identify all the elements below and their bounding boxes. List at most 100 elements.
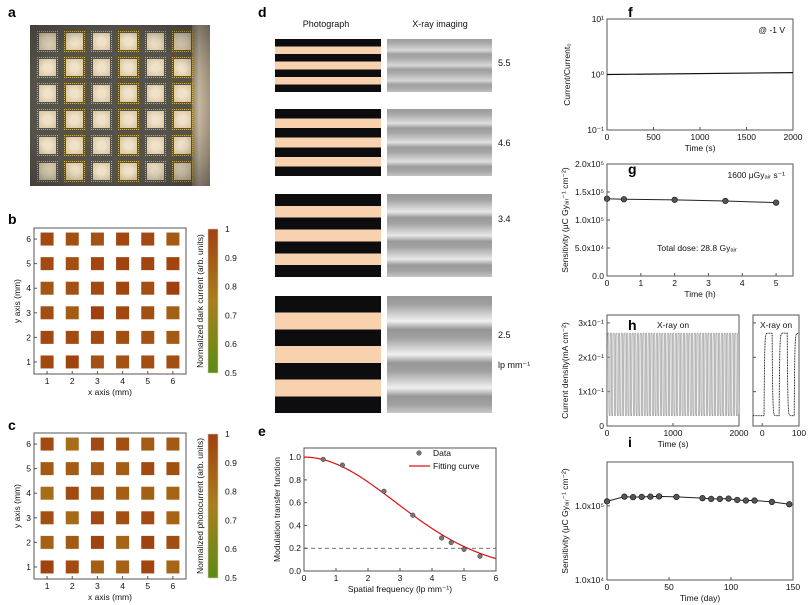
data-point (629, 494, 637, 501)
pixel-cell (40, 486, 54, 500)
y-tick-label: 1.0x10⁵ (575, 501, 604, 511)
data-point (477, 553, 483, 559)
x-tick-label: 0 (605, 582, 610, 592)
colorbar-tick-label: 0.9 (225, 458, 237, 468)
x-tick-label: 50 (664, 582, 674, 592)
x-axis-label: x axis (mm) (88, 387, 132, 397)
x-tick-label: 0 (605, 278, 610, 288)
sensitivity-line (606, 495, 790, 505)
photograph-line-pairs (275, 39, 381, 92)
panel-label-c: c (8, 417, 16, 433)
colorbar-label: Normalized photocurrent (arb. units) (195, 438, 205, 574)
plot-frame (33, 432, 187, 580)
y-tick-label: 0.0 (592, 271, 604, 281)
pixel-cell (166, 437, 180, 451)
y-tick-label: 5 (26, 464, 31, 474)
x-tick-label: 1 (334, 573, 339, 583)
pixel-cell (90, 330, 104, 344)
pixel-cell (116, 486, 130, 500)
y-tick-label: 6 (26, 234, 31, 244)
x-tick-label: 4 (740, 278, 745, 288)
pixel-cell (65, 560, 79, 574)
data-point (673, 493, 680, 500)
data-point (638, 493, 645, 500)
x-tick-label: 100 (792, 428, 806, 438)
y-tick-label: 1 (26, 357, 31, 367)
panel-label-b: b (8, 211, 17, 227)
y-tick-label: 3x10⁻¹ (578, 318, 604, 328)
pixel-cell (116, 511, 130, 525)
bias-annotation: @ -1 V (758, 25, 785, 35)
x-tick-label: 6 (494, 573, 499, 583)
y-tick-label: 2.0x10⁵ (575, 159, 604, 169)
x-tick-label: 3 (95, 376, 100, 386)
plot-frame (606, 163, 794, 277)
data-point (381, 488, 387, 494)
pixel-cell (65, 462, 79, 476)
y-tick-label: 10⁻¹ (587, 125, 604, 135)
x-tick-label: 6 (171, 376, 176, 386)
pixel-cell (166, 257, 180, 271)
data-point (772, 199, 780, 206)
data-point (699, 495, 706, 502)
x-tick-label: 0 (605, 132, 610, 142)
pixel-cell (166, 535, 180, 549)
pixel-cell (90, 486, 104, 500)
data-point (439, 535, 445, 541)
colorbar-tick-label: 0.7 (225, 515, 237, 525)
x-tick-label: 0 (302, 573, 307, 583)
y-tick-label: 0 (599, 421, 604, 431)
x-tick-label: 3 (706, 278, 711, 288)
y-axis-label: Sensitivity (μC Gyₐᵢᵣ⁻¹ cm⁻²) (560, 167, 570, 273)
x-tick-label: 1000 (664, 428, 683, 438)
pixel-cell (90, 281, 104, 295)
pixel-cell (40, 511, 54, 525)
data-point (734, 496, 741, 504)
x-axis-label: Time (day) (680, 593, 720, 603)
photocurrent-trace (606, 332, 740, 417)
resolution-label: 2.5 (498, 330, 511, 340)
pixel-cell (40, 232, 54, 246)
colorbar (207, 433, 219, 579)
x-tick-label: 150 (786, 582, 800, 592)
data-point (448, 539, 454, 546)
x-tick-label: 1 (45, 376, 50, 386)
data-point (461, 546, 467, 552)
x-axis-label: Time (h) (684, 289, 715, 299)
pixel-cell (116, 437, 130, 451)
plot-frame (606, 314, 740, 427)
x-tick-label: 5 (462, 573, 467, 583)
photo-vignette (30, 25, 210, 186)
data-point (339, 462, 345, 468)
pixel-cell (40, 330, 54, 344)
x-tick-label: 1 (45, 581, 50, 591)
pixel-cell (141, 462, 155, 476)
pixel-cell (90, 257, 104, 271)
resolution-label: 4.6 (498, 138, 511, 148)
legend-data-label: Data (433, 448, 451, 458)
pixel-cell (90, 232, 104, 246)
y-tick-label: 1.0x10⁴ (575, 575, 605, 585)
pixel-cell (40, 535, 54, 549)
pixel-cell (116, 462, 130, 476)
pixel-cell (166, 462, 180, 476)
y-tick-label: 1.5x10⁵ (575, 187, 604, 197)
y-tick-label: 0.4 (289, 520, 301, 530)
x-tick-label: 0 (760, 428, 765, 438)
pixel-cell (141, 486, 155, 500)
y-tick-label: 5.0x10⁴ (575, 243, 605, 253)
x-tick-label: 1 (638, 278, 643, 288)
pixel-cell (40, 560, 54, 574)
x-tick-label: 0 (605, 428, 610, 438)
plot-frame (752, 314, 800, 427)
column-header-xray: X-ray imaging (412, 19, 468, 29)
pixel-cell (40, 306, 54, 320)
data-point (751, 497, 758, 504)
x-tick-label: 6 (171, 581, 176, 591)
pixel-cell (166, 486, 180, 500)
xray-image-line-pairs (387, 39, 492, 92)
pixel-cell (166, 330, 180, 344)
photograph-line-pairs (275, 194, 381, 277)
fitting-curve (303, 456, 497, 560)
